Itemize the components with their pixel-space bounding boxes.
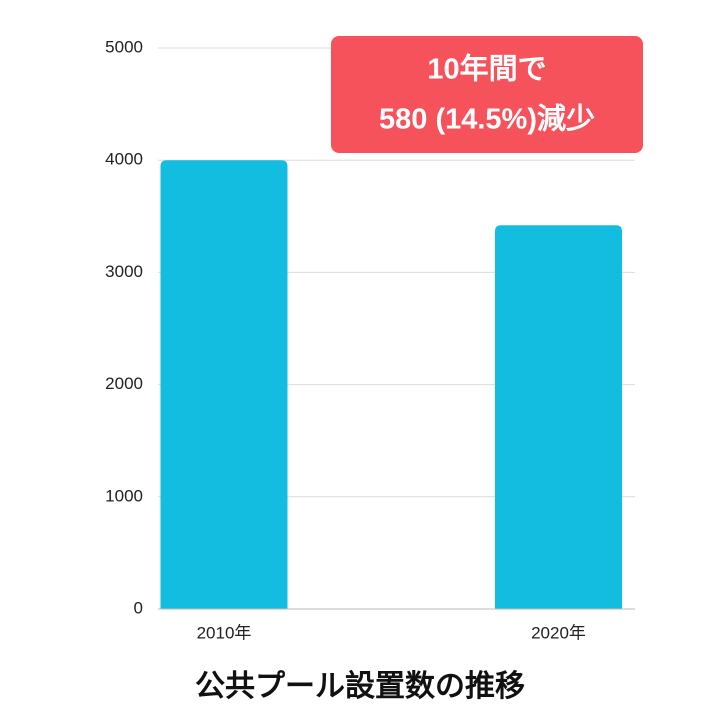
annotation-box [331, 36, 643, 153]
y-tick-label: 5000 [105, 37, 143, 56]
y-tick-label: 4000 [105, 150, 143, 169]
annotation-text: 580 (14.5%)減少 [379, 103, 595, 136]
bar [160, 160, 288, 609]
y-tick-label: 0 [134, 598, 143, 617]
y-tick-label: 2000 [105, 374, 143, 393]
x-tick-label: 2010年 [197, 623, 252, 642]
annotation-text: 10年間で [427, 52, 546, 86]
y-tick-label: 3000 [105, 262, 143, 281]
x-tick-label: 2020年 [531, 623, 586, 642]
bar [495, 225, 622, 609]
chart-title: 公共プール設置数の推移 [195, 669, 525, 703]
y-tick-label: 1000 [105, 486, 143, 505]
